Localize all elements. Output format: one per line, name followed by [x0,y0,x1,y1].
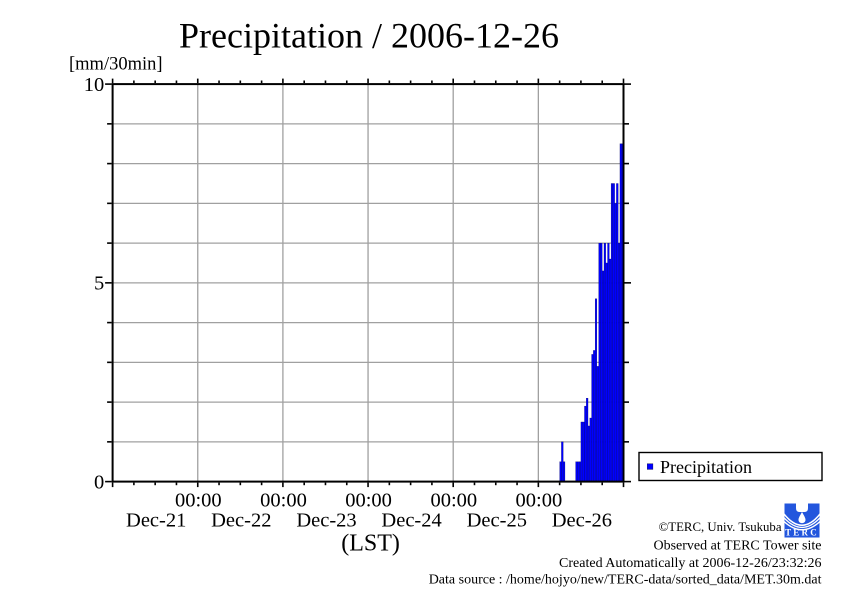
svg-text:00:00: 00:00 [260,490,307,512]
svg-text:00:00: 00:00 [430,490,477,512]
svg-text:©TERC, Univ. Tsukuba: ©TERC, Univ. Tsukuba [659,520,782,534]
svg-text:Dec-26: Dec-26 [552,510,612,532]
svg-text:TERC: TERC [785,528,819,538]
svg-text:Data source : /home/hojyo/new/: Data source : /home/hojyo/new/TERC-data/… [429,573,822,588]
svg-text:00:00: 00:00 [175,490,222,512]
svg-text:Created Automatically at 2006-: Created Automatically at 2006-12-26/23:3… [559,556,821,571]
svg-text:Precipitation / 2006-12-26: Precipitation / 2006-12-26 [179,16,559,56]
svg-text:Dec-25: Dec-25 [467,510,527,532]
svg-text:5: 5 [94,273,104,295]
svg-text:Precipitation: Precipitation [660,457,752,477]
svg-text:10: 10 [84,74,105,96]
svg-text:0: 0 [94,471,104,493]
svg-text:Dec-24: Dec-24 [381,510,441,532]
svg-text:[mm/30min]: [mm/30min] [69,54,163,74]
svg-text:Observed at TERC Tower site: Observed at TERC Tower site [653,539,821,554]
svg-text:00:00: 00:00 [516,490,563,512]
svg-text:Dec-23: Dec-23 [296,510,356,532]
svg-text:Dec-22: Dec-22 [211,510,271,532]
svg-text:(LST): (LST) [341,531,400,557]
svg-text:Dec-21: Dec-21 [126,510,186,532]
svg-text:00:00: 00:00 [345,490,392,512]
